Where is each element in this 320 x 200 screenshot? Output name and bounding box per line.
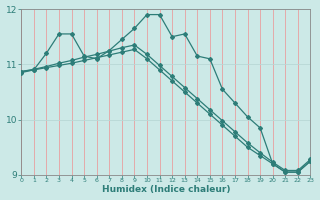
X-axis label: Humidex (Indice chaleur): Humidex (Indice chaleur) xyxy=(101,185,230,194)
